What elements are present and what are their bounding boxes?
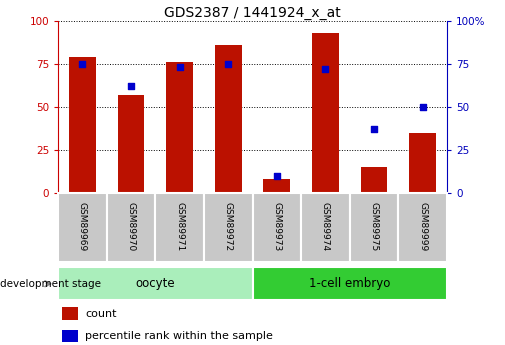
Text: GSM89969: GSM89969: [78, 202, 87, 251]
Bar: [166, 62, 193, 193]
Text: GSM89971: GSM89971: [175, 202, 184, 251]
Text: 1-cell embryo: 1-cell embryo: [309, 277, 390, 289]
Bar: [69, 57, 96, 193]
Bar: [118, 95, 144, 193]
FancyBboxPatch shape: [107, 193, 156, 262]
Point: [78, 61, 86, 67]
Text: GSM89973: GSM89973: [272, 202, 281, 251]
Point: [370, 127, 378, 132]
FancyBboxPatch shape: [204, 193, 252, 262]
Point: [321, 66, 329, 72]
FancyBboxPatch shape: [301, 193, 350, 262]
Bar: [215, 45, 241, 193]
Point: [273, 173, 281, 179]
Text: percentile rank within the sample: percentile rank within the sample: [85, 331, 273, 341]
Point: [224, 61, 232, 67]
Text: development stage: development stage: [0, 279, 101, 289]
FancyBboxPatch shape: [58, 193, 107, 262]
Bar: [409, 133, 436, 193]
Point: [419, 104, 427, 110]
Text: GSM89975: GSM89975: [370, 202, 379, 251]
Text: count: count: [85, 308, 117, 318]
Bar: [62, 330, 78, 342]
FancyBboxPatch shape: [156, 193, 204, 262]
FancyBboxPatch shape: [350, 193, 398, 262]
Text: GSM89974: GSM89974: [321, 202, 330, 251]
FancyBboxPatch shape: [58, 267, 252, 300]
Text: GSM89999: GSM89999: [418, 202, 427, 251]
Point: [127, 83, 135, 89]
Text: oocyte: oocyte: [135, 277, 175, 289]
Text: GSM89972: GSM89972: [224, 202, 233, 251]
Bar: [264, 179, 290, 193]
Bar: [361, 167, 387, 193]
FancyBboxPatch shape: [252, 267, 447, 300]
Bar: [62, 307, 78, 320]
FancyBboxPatch shape: [252, 193, 301, 262]
Title: GDS2387 / 1441924_x_at: GDS2387 / 1441924_x_at: [164, 6, 341, 20]
Point: [176, 65, 184, 70]
Text: GSM89970: GSM89970: [126, 202, 135, 251]
Bar: [312, 33, 339, 193]
FancyBboxPatch shape: [398, 193, 447, 262]
